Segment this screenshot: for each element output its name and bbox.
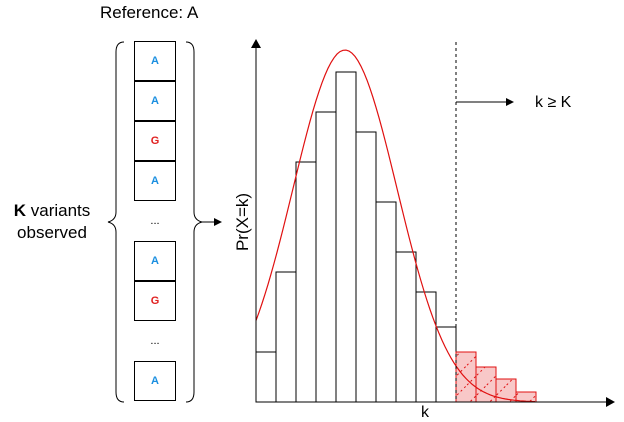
x-axis-label: k [421, 404, 430, 421]
fitted-curve [255, 49, 536, 403]
left-brace [107, 41, 125, 403]
right-brace [185, 41, 203, 403]
histogram-bar [275, 271, 297, 403]
variants-observed-label: K variants observed [0, 200, 104, 244]
histogram-bar [415, 291, 437, 403]
histogram-bar [315, 111, 337, 403]
x-axis-arrowhead [606, 397, 615, 407]
read-cell: A [134, 241, 176, 281]
histogram-bar [295, 161, 317, 403]
threshold-arrow-head [506, 98, 514, 106]
read-cell: A [134, 361, 176, 401]
read-ellipsis: ... [150, 215, 160, 227]
histogram-bar [255, 351, 277, 403]
tail-bar [475, 366, 497, 403]
read-cell: G [134, 121, 176, 161]
y-axis-label: Pr(X=k) [233, 193, 252, 251]
y-axis-arrowhead [251, 39, 261, 48]
brace-arrow-head [214, 218, 222, 226]
histogram-bar [355, 131, 377, 403]
read-cell: G [134, 281, 176, 321]
histogram-bar [335, 71, 357, 403]
reference-label: Reference: A [100, 3, 199, 22]
variants-text: variants [26, 201, 91, 220]
k-symbol: K [13, 201, 27, 220]
read-cell: A [134, 81, 176, 121]
tail-bar [455, 351, 477, 403]
threshold-label: k ≥ K [535, 94, 572, 111]
read-braces [107, 41, 222, 403]
read-cell: A [134, 41, 176, 81]
read-cell: A [134, 161, 176, 201]
histogram-bar [375, 201, 397, 403]
histogram-bar [395, 251, 417, 403]
read-ellipsis: ... [150, 335, 160, 347]
histogram-bar [435, 326, 457, 403]
observed-text: observed [17, 223, 87, 242]
